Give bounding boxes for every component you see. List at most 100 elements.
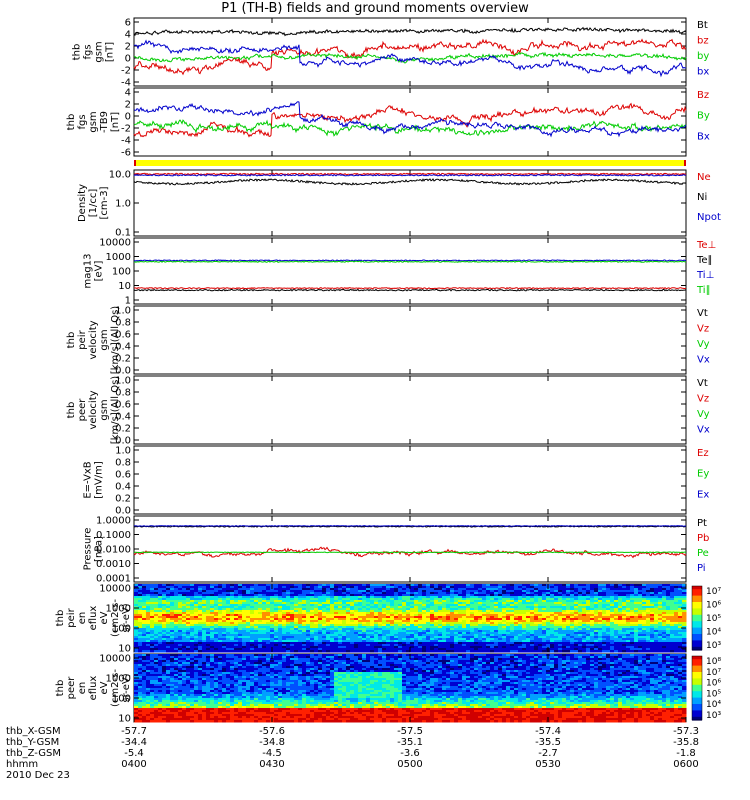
spectrogram-cell <box>458 614 463 617</box>
spectrogram-cell <box>482 618 487 621</box>
spectrogram-cell <box>138 594 143 597</box>
spectrogram-cell <box>398 636 403 639</box>
spectrogram-cell <box>634 634 639 637</box>
spectrogram-cell <box>654 640 659 643</box>
spectrogram-cell <box>594 650 599 653</box>
spectrogram-cell <box>614 622 619 625</box>
spectrogram-cell <box>414 648 419 651</box>
spectrogram-cell <box>314 608 319 611</box>
spectrogram-cell <box>614 590 619 593</box>
spectrogram-cell <box>294 648 299 651</box>
spectrogram-cell <box>174 592 179 595</box>
spectrogram-cell <box>154 648 159 651</box>
spectrogram-cell <box>210 604 215 607</box>
spectrogram-cell <box>554 586 559 589</box>
spectrogram-cell <box>246 586 251 589</box>
spectrogram-cell <box>558 618 563 621</box>
spectrogram-cell <box>570 596 575 599</box>
y-tick-label: 6 <box>125 18 131 29</box>
spectrogram-cell <box>454 624 459 627</box>
spectrogram-cell <box>650 642 655 645</box>
spectrogram-cell <box>398 624 403 627</box>
spectrogram-cell <box>178 588 183 591</box>
spectrogram-cell <box>358 648 363 651</box>
spectrogram-cell <box>578 638 583 641</box>
spectrogram-cell <box>542 622 547 625</box>
spectrogram-cell <box>362 608 367 611</box>
spectrogram-cell <box>366 618 371 621</box>
spectrogram-cell <box>234 634 239 637</box>
spectrogram-cell <box>506 584 511 587</box>
spectrogram-cell <box>490 588 495 591</box>
spectrogram-cell <box>206 634 211 637</box>
spectrogram-cell <box>590 624 595 627</box>
spectrogram-cell <box>646 618 651 621</box>
spectrogram-cell <box>682 636 687 639</box>
spectrogram-cell <box>546 638 551 641</box>
spectrogram-cell <box>350 634 355 637</box>
spectrogram-cell <box>506 650 511 653</box>
spectrogram-cell <box>498 600 503 603</box>
spectrogram-cell <box>666 624 671 627</box>
spectrogram-cell <box>462 646 467 649</box>
spectrogram-cell <box>434 594 439 597</box>
spectrogram-cell <box>246 628 251 631</box>
spectrogram-cell <box>134 640 139 643</box>
spectrogram-cell <box>634 594 639 597</box>
spectrogram-cell <box>190 638 195 641</box>
spectrogram-cell <box>206 608 211 611</box>
spectrogram-cell <box>238 622 243 625</box>
spectrogram-cell <box>342 628 347 631</box>
spectrogram-cell <box>518 606 523 609</box>
spectrogram-cell <box>282 588 287 591</box>
spectrogram-cell <box>142 632 147 635</box>
spectrogram-cell <box>498 644 503 647</box>
spectrogram-cell <box>278 636 283 639</box>
spectrogram-cell <box>242 648 247 651</box>
spectrogram-cell <box>502 646 507 649</box>
spectrogram-cell <box>442 636 447 639</box>
spectrogram-cell <box>150 586 155 589</box>
spectrogram-cell <box>298 600 303 603</box>
spectrogram-cell <box>154 620 159 623</box>
spectrogram-cell <box>682 614 687 617</box>
spectrogram-cell <box>610 594 615 597</box>
spectrogram-cell <box>562 598 567 601</box>
spectrogram-cell <box>234 630 239 633</box>
spectrogram-cell <box>406 628 411 631</box>
spectrogram-cell <box>422 638 427 641</box>
spectrogram-cell <box>418 606 423 609</box>
spectrogram-cell <box>286 650 291 653</box>
spectrogram-cell <box>282 598 287 601</box>
spectrogram-cell <box>474 616 479 619</box>
spectrogram-cell <box>566 586 571 589</box>
spectrogram-cell <box>222 626 227 629</box>
spectrogram-cell <box>482 646 487 649</box>
spectrogram-cell <box>434 606 439 609</box>
spectrogram-cell <box>654 620 659 623</box>
spectrogram-cell <box>194 586 199 589</box>
spectrogram-cell <box>270 638 275 641</box>
spectrogram-cell <box>342 650 347 653</box>
spectrogram-cell <box>230 584 235 587</box>
spectrogram-cell <box>242 600 247 603</box>
spectrogram-cell <box>606 584 611 587</box>
spectrogram-cell <box>366 622 371 625</box>
spectrogram-cell <box>142 648 147 651</box>
spectrogram-cell <box>330 640 335 643</box>
spectrogram-cell <box>282 608 287 611</box>
spectrogram-cell <box>654 610 659 613</box>
spectrogram-cell <box>450 584 455 587</box>
spectrogram-cell <box>294 650 299 653</box>
spectrogram-cell <box>478 626 483 629</box>
spectrogram-cell <box>538 646 543 649</box>
spectrogram-cell <box>478 624 483 627</box>
spectrogram-cell <box>626 588 631 591</box>
spectrogram-cell <box>258 602 263 605</box>
spectrogram-cell <box>582 600 587 603</box>
spectrogram-cell <box>170 644 175 647</box>
spectrogram-cell <box>574 598 579 601</box>
spectrogram-cell <box>162 586 167 589</box>
spectrogram-cell <box>562 608 567 611</box>
